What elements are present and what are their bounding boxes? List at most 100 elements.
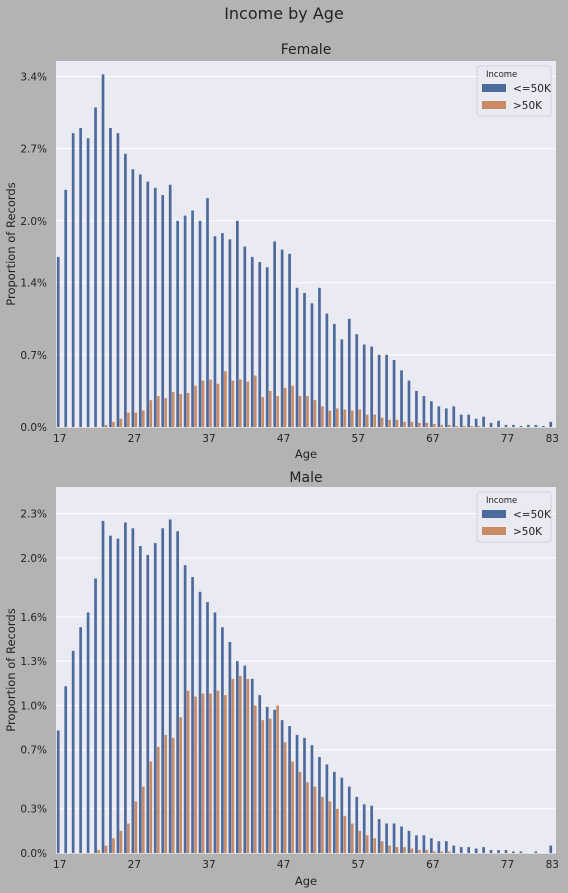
female-bar-le50k xyxy=(138,174,142,427)
female-bar-gt50k xyxy=(171,391,175,427)
female-bar-gt50k xyxy=(231,380,235,427)
female-bar-gt50k xyxy=(141,410,145,427)
male-y-tick-label: 0.7% xyxy=(20,745,47,757)
male-bar-le50k xyxy=(94,578,97,853)
male-bar-gt50k xyxy=(261,720,265,853)
female-bar-gt50k xyxy=(216,383,220,427)
female-bar-le50k xyxy=(213,236,217,427)
male-bar-le50k xyxy=(198,591,202,853)
male-bar-le50k xyxy=(183,565,187,853)
female-x-tick-label: 37 xyxy=(202,433,215,445)
female-bar-gt50k xyxy=(112,421,115,427)
male-bar-gt50k xyxy=(365,835,369,853)
female-bar-gt50k xyxy=(440,424,444,427)
male-bar-gt50k xyxy=(171,737,175,853)
female-bar-le50k xyxy=(310,303,314,427)
female-bar-le50k xyxy=(527,424,530,427)
male-bar-le50k xyxy=(482,847,485,853)
figure-title: Income by Age xyxy=(224,4,344,23)
female-bar-le50k xyxy=(489,422,493,427)
female-bar-le50k xyxy=(415,390,418,427)
male-legend: Income <=50K >50K xyxy=(476,491,552,543)
male-bar-le50k xyxy=(347,786,351,853)
male-bar-gt50k xyxy=(447,851,451,853)
male-bar-gt50k xyxy=(425,850,429,853)
female-y-tick-label: 3.4% xyxy=(20,71,47,83)
male-x-tick-label: 47 xyxy=(277,859,290,871)
female-legend-le50k-label: <=50K xyxy=(513,83,552,95)
female-bar-le50k xyxy=(549,421,553,427)
female-bar-gt50k xyxy=(313,400,317,427)
female-bar-gt50k xyxy=(194,385,197,427)
male-bar-le50k xyxy=(71,650,75,853)
male-bar-le50k xyxy=(474,848,478,853)
female-bar-le50k xyxy=(206,198,209,427)
female-bar-le50k xyxy=(325,313,329,427)
male-bar-gt50k xyxy=(433,851,436,853)
male-bar-gt50k xyxy=(201,693,205,853)
female-bar-gt50k xyxy=(336,408,339,427)
male-x-tick-label: 37 xyxy=(202,859,215,871)
male-legend-gt50k-swatch xyxy=(482,527,506,535)
male-bars xyxy=(56,519,553,853)
female-bar-gt50k xyxy=(433,423,436,427)
female-bar-le50k xyxy=(116,133,120,428)
female-bar-gt50k xyxy=(164,398,168,427)
female-bar-le50k xyxy=(459,414,463,427)
male-bar-le50k xyxy=(109,535,112,853)
female-bar-gt50k xyxy=(268,390,272,427)
male-bar-gt50k xyxy=(328,801,332,853)
male-legend-le50k-swatch xyxy=(482,510,506,518)
female-bar-gt50k xyxy=(455,425,459,427)
female-bar-le50k xyxy=(333,323,336,427)
male-bar-le50k xyxy=(265,706,269,853)
female-bar-gt50k xyxy=(186,392,190,427)
female-bar-gt50k xyxy=(127,412,130,427)
male-bar-gt50k xyxy=(104,845,108,853)
female-y-tick-label: 0.7% xyxy=(20,350,47,362)
male-bar-le50k xyxy=(362,804,366,853)
male-bar-gt50k xyxy=(97,850,100,853)
female-bar-le50k xyxy=(273,241,276,427)
male-y-axis-label: Proportion of Records xyxy=(4,608,18,731)
female-bar-gt50k xyxy=(119,418,123,427)
female-bar-le50k xyxy=(168,184,172,427)
female-panel: Female 0.0% 0.7% 1.4% 2.0% 2.7% 3.4% 17 27 37 47… xyxy=(4,42,559,461)
male-bar-le50k xyxy=(206,602,209,853)
male-bar-le50k xyxy=(295,734,299,853)
female-bar-le50k xyxy=(355,334,359,427)
female-x-tick-labels: 17 27 37 47 57 67 77 83 xyxy=(53,433,559,445)
male-bar-le50k xyxy=(452,845,456,853)
female-bar-gt50k xyxy=(104,424,108,427)
female-bar-le50k xyxy=(385,354,388,427)
female-bar-gt50k xyxy=(209,379,212,427)
male-legend-le50k-label: <=50K xyxy=(513,509,552,521)
male-y-tick-label: 0.3% xyxy=(20,804,47,816)
male-bar-le50k xyxy=(161,528,165,853)
female-x-tick-label: 17 xyxy=(53,433,66,445)
female-x-tick-label: 83 xyxy=(546,433,559,445)
female-bar-le50k xyxy=(183,215,187,427)
male-bar-gt50k xyxy=(380,841,384,853)
male-y-tick-label: 1.3% xyxy=(20,656,47,668)
male-bar-le50k xyxy=(228,641,232,853)
male-bar-le50k xyxy=(534,851,538,853)
female-bar-le50k xyxy=(101,74,105,428)
female-bar-le50k xyxy=(377,354,381,427)
male-bar-le50k xyxy=(400,826,403,853)
female-bar-le50k xyxy=(430,401,433,427)
female-bar-gt50k xyxy=(418,422,421,427)
female-bar-le50k xyxy=(288,253,291,427)
male-bar-gt50k xyxy=(224,695,227,853)
male-bar-le50k xyxy=(64,686,68,853)
female-bar-le50k xyxy=(467,414,471,427)
female-title: Female xyxy=(281,42,332,58)
male-x-tick-label: 83 xyxy=(546,859,559,871)
male-bar-le50k xyxy=(504,850,508,853)
male-bar-le50k xyxy=(176,531,179,853)
female-y-tick-label: 0.0% xyxy=(20,422,47,434)
female-bar-gt50k xyxy=(410,421,414,427)
female-bar-le50k xyxy=(86,138,90,427)
female-bar-gt50k xyxy=(403,421,406,427)
male-bar-gt50k xyxy=(418,850,421,853)
